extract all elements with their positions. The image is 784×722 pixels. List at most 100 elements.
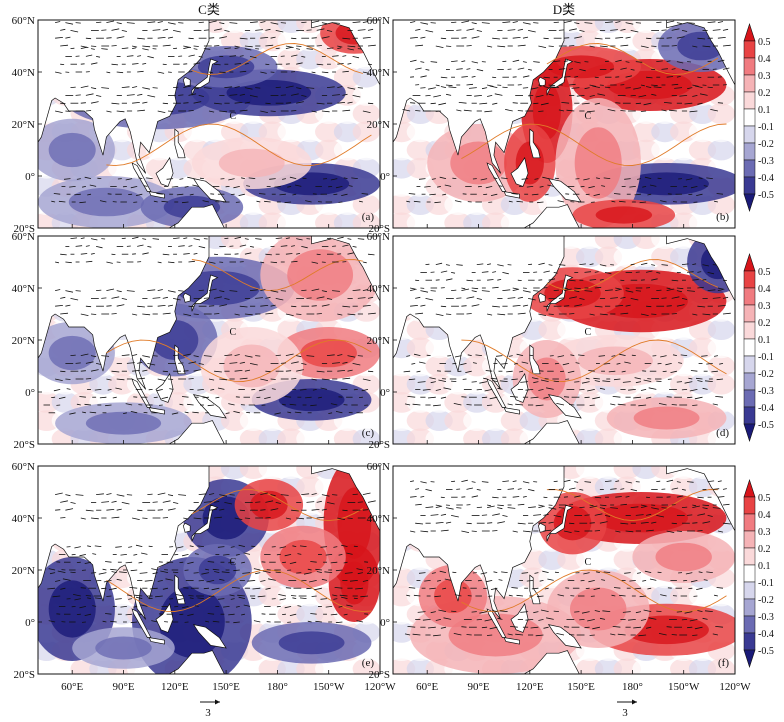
wind-vector [348,185,353,187]
wind-vector [96,21,102,23]
anomaly-cell [575,392,604,413]
wind-vector [347,87,356,90]
wind-vector [167,494,174,497]
wind-vector [716,378,724,381]
wind-vector [211,587,220,591]
wind-vector [408,193,416,195]
land-outline [510,602,529,633]
wind-vector [425,95,431,97]
wind-vector [489,85,498,88]
wind-vector [466,487,473,490]
wind-vector [85,305,92,308]
lon-label: 90°E [467,681,489,693]
anomaly-core [434,578,472,614]
wind-vector [538,506,544,508]
wind-vector [569,522,575,525]
anomaly-core [532,82,562,140]
wind-vector [466,522,472,525]
wind-vector [553,272,558,274]
colorbar-label: -0.1 [758,578,774,589]
wind-vector [206,580,215,583]
wind-vector [321,508,327,511]
wind-vector [270,290,279,293]
wind-vector [471,304,480,307]
wind-vector [484,389,493,392]
wind-vector [535,634,544,637]
wind-vector [660,594,667,597]
wind-vector [563,626,570,628]
wind-vector [569,68,573,70]
wind-vector [430,611,436,614]
wind-vector [666,20,675,23]
wind-vector [435,522,444,524]
wind-vector [198,493,207,495]
wind-vector [244,355,253,358]
wind-vector [142,369,148,372]
wind-vector [244,48,252,51]
wind-vector [492,305,500,308]
wind-vector [362,492,371,495]
land-outline [311,236,380,302]
wind-vector [316,45,322,47]
wind-vector [508,355,513,357]
wind-vector [487,505,495,508]
wind-vector [265,500,274,503]
wind-vector [543,626,549,629]
colorbar-label: 0.1 [758,561,771,572]
wind-vector [253,568,261,571]
wind-vector [311,595,317,597]
wind-vector [270,22,279,25]
wind-vector [427,396,436,399]
wind-vector [610,633,616,636]
wind-vector [289,403,297,406]
wind-vector [90,355,97,358]
wind-vector [640,506,647,508]
wind-vector [337,313,343,316]
wind-vector [483,377,488,380]
wind-vector [285,45,294,48]
wind-vector [706,571,713,573]
wind-vector [143,185,148,187]
wind-vector [101,587,107,590]
wind-vector [207,613,215,615]
wind-vector [640,45,649,48]
wind-vector [471,36,480,39]
wind-vector [492,286,499,289]
wind-vector [108,587,117,591]
anomaly-core [95,636,152,660]
wind-vector [55,378,63,381]
wind-vector [165,578,174,581]
wind-vector [189,597,194,599]
wind-vector [553,60,561,62]
wind-vector [429,377,436,380]
wind-vector [76,403,81,406]
wind-vector [425,506,434,508]
wind-vector [563,305,570,307]
wind-vector [249,95,258,98]
wind-vector [703,579,708,581]
wind-vector [157,378,166,381]
lat-label: 0° [380,387,390,399]
anomaly-cell [296,603,324,625]
wind-vector [635,611,642,614]
wind-vector [476,69,484,72]
contour-marker: C [585,111,592,122]
wind-vector [303,572,312,575]
wind-vector [433,95,441,98]
panel-label: (b) [716,211,729,223]
wind-vector [116,71,124,74]
wind-vector [230,546,235,548]
colorbar-label: 0.4 [758,510,771,521]
wind-vector [125,561,133,564]
lat-label: 20°S [368,669,390,681]
wind-vector [602,380,611,382]
wind-vector [538,110,544,112]
wind-vector [466,45,472,47]
wind-vector [198,56,203,58]
wind-vector [234,313,240,316]
wind-vector [569,404,575,406]
wind-vector [435,619,441,621]
wind-vector [167,508,176,511]
wind-vector [271,388,276,390]
